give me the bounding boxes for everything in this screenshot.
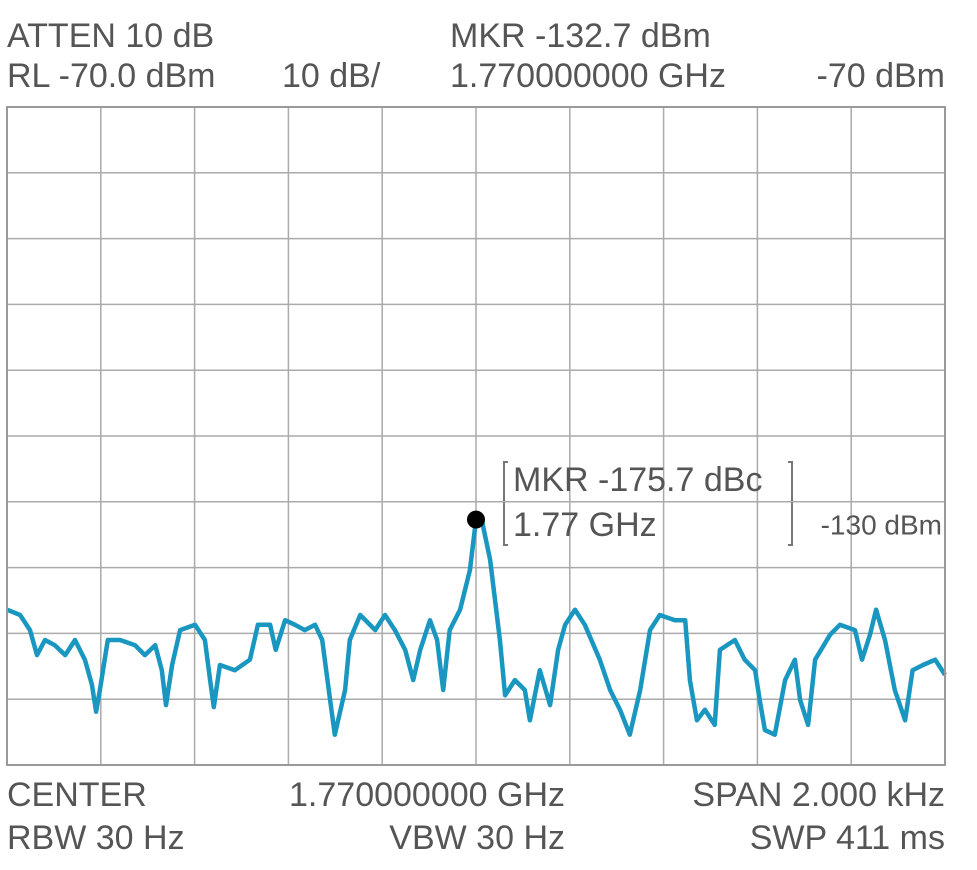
label-center-label: CENTER [7, 776, 147, 814]
label-marker-delta: MKR -175.7 dBc [513, 461, 762, 499]
label-marker-level: MKR -132.7 dBm [450, 17, 711, 55]
label-center-freq: 1.770000000 GHz [289, 776, 565, 814]
marker-dot [467, 510, 485, 529]
label-marker-delta-freq: 1.77 GHz [513, 506, 657, 544]
plot-border [6, 106, 946, 766]
trace [6, 517, 947, 737]
label-rbw: RBW 30 Hz [7, 819, 185, 857]
label-scale: 10 dB/ [282, 57, 381, 95]
label-ref-level: RL -70.0 dBm [7, 57, 216, 95]
label-atten: ATTEN 10 dB [7, 17, 214, 55]
label-top-ref: -70 dBm [817, 57, 946, 95]
label-vbw: VBW 30 Hz [389, 819, 565, 857]
marker-bracket [503, 461, 793, 546]
label-level-ref: -130 dBm [821, 509, 942, 540]
label-span: SPAN 2.000 kHz [692, 776, 945, 814]
label-sweep: SWP 411 ms [750, 819, 945, 857]
label-marker-freq: 1.770000000 GHz [450, 57, 726, 95]
